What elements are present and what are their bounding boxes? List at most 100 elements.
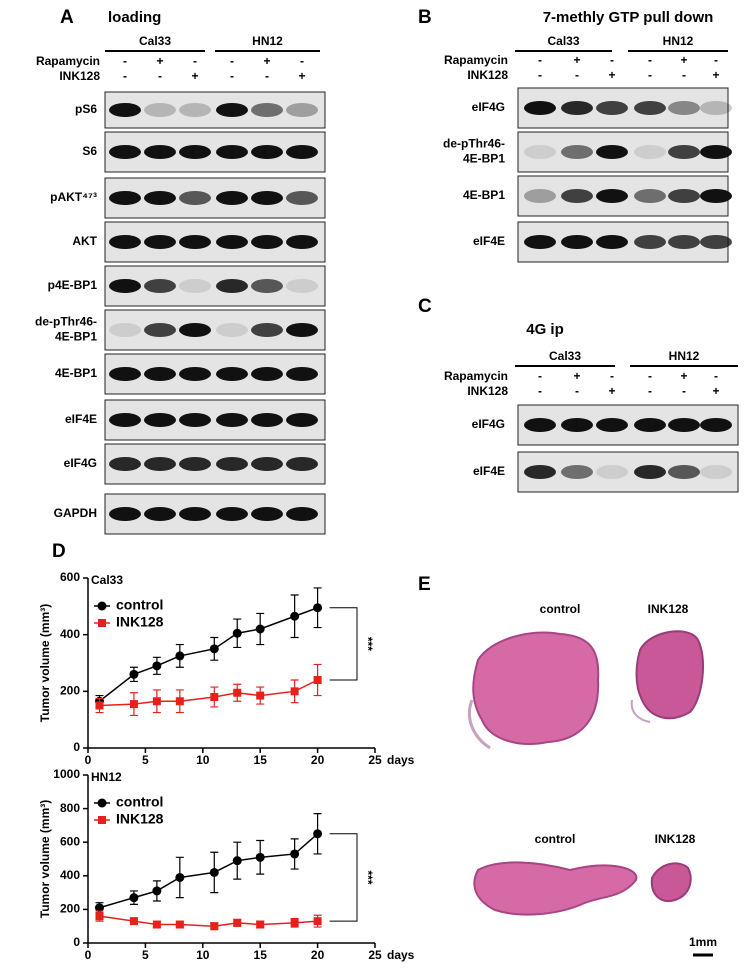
data-point — [175, 651, 185, 661]
blot-band — [700, 418, 732, 432]
group-label: Cal33 — [547, 34, 579, 48]
blot-band — [286, 507, 318, 521]
x-tick-label: 5 — [142, 948, 149, 962]
blot-band — [286, 235, 318, 249]
significance-bracket — [329, 833, 358, 922]
blot-band — [216, 507, 248, 521]
blot-band — [561, 235, 593, 249]
y-tick-label: 0 — [73, 740, 80, 754]
blot-band — [634, 418, 666, 432]
panel-title: 4G ip — [526, 321, 564, 338]
blot-band — [179, 235, 211, 249]
blot-band — [251, 507, 283, 521]
data-point — [175, 872, 185, 882]
treatment-sign: + — [298, 69, 305, 83]
treatment-sign: - — [648, 384, 652, 398]
treatment-sign: + — [573, 369, 580, 383]
blot-band — [179, 323, 211, 337]
blot-band — [286, 367, 318, 381]
data-point — [175, 920, 184, 929]
data-point — [256, 691, 265, 700]
chart: 0 200 400 600 0 5 10 15 20 25 days Tumor volume (mm… — [38, 570, 415, 767]
y-tick-label: 600 — [60, 834, 80, 848]
x-tick-label: 15 — [254, 753, 268, 767]
data-point — [209, 644, 219, 654]
data-point — [129, 700, 138, 709]
blot-membrane — [104, 91, 326, 129]
blot-band — [700, 235, 732, 249]
legend-label: INK128 — [116, 614, 164, 630]
treatment-label: INK128 — [467, 384, 508, 398]
treatment-sign: + — [608, 68, 615, 82]
data-point — [210, 922, 219, 931]
blot-membrane — [104, 265, 326, 307]
blot-band — [596, 145, 628, 159]
blot-band — [251, 279, 283, 293]
blot-band — [524, 465, 556, 479]
blot-band — [179, 191, 211, 205]
blot-label: GAPDH — [54, 506, 97, 520]
blot-label: 4E-BP1 — [55, 366, 97, 380]
chart: 0 200 400 600 800 1000 0 5 10 15 20 25 days Tumor vol… — [38, 767, 415, 962]
y-tick-label: 0 — [73, 935, 80, 949]
blot-band — [668, 101, 700, 115]
blot-label: S6 — [82, 144, 97, 158]
panel-letter: E — [418, 574, 431, 595]
x-tick-label: 0 — [85, 948, 92, 962]
data-point — [129, 669, 139, 679]
blot-band — [286, 457, 318, 471]
blot-band — [251, 103, 283, 117]
blot-band — [109, 457, 141, 471]
blot-band — [251, 367, 283, 381]
x-tick-label: 25 — [368, 948, 382, 962]
data-point — [175, 697, 184, 706]
blot-band — [144, 145, 176, 159]
treatment-sign: - — [123, 54, 127, 68]
legend-label: control — [116, 794, 163, 810]
data-point — [313, 829, 323, 839]
blot-band — [144, 191, 176, 205]
panel-title: loading — [108, 9, 161, 26]
blot-band — [561, 465, 593, 479]
blot-label: 4E-BP1 — [55, 330, 97, 344]
blot-band — [668, 418, 700, 432]
treatment-label: Rapamycin — [444, 369, 508, 383]
tissue-section — [650, 862, 692, 902]
treatment-sign: + — [712, 384, 719, 398]
group-label: Cal33 — [549, 349, 581, 363]
treatment-sign: - — [265, 69, 269, 83]
data-point — [290, 611, 300, 621]
blot-label: de-pThr46- — [35, 315, 97, 329]
blot-label: eIF4E — [473, 234, 505, 248]
x-tick-label: 25 — [368, 753, 382, 767]
blot-band — [109, 507, 141, 521]
x-tick-label: 10 — [196, 753, 210, 767]
legend-marker — [98, 816, 106, 824]
blot-band — [216, 145, 248, 159]
panel-letter: A — [60, 7, 74, 28]
tissue-section — [467, 699, 491, 750]
blot-band — [179, 507, 211, 521]
x-tick-label: 20 — [311, 948, 325, 962]
treatment-sign: - — [193, 54, 197, 68]
x-tick-label: 15 — [254, 948, 268, 962]
blot-band — [524, 101, 556, 115]
blot-band — [561, 418, 593, 432]
significance-label: *** — [361, 637, 375, 651]
blot-band — [700, 465, 732, 479]
blot-band — [251, 323, 283, 337]
blot-band — [216, 103, 248, 117]
blot-label: pS6 — [75, 102, 97, 116]
histology-label: INK128 — [648, 602, 689, 616]
blot-band — [216, 191, 248, 205]
blot-label: eIF4G — [472, 100, 505, 114]
treatment-sign: - — [230, 54, 234, 68]
histology-label: control — [535, 832, 576, 846]
blot-band — [179, 367, 211, 381]
blot-band — [634, 145, 666, 159]
significance-bracket — [329, 607, 358, 681]
blot-band — [634, 101, 666, 115]
blot-band — [634, 465, 666, 479]
treatment-sign: - — [648, 68, 652, 82]
